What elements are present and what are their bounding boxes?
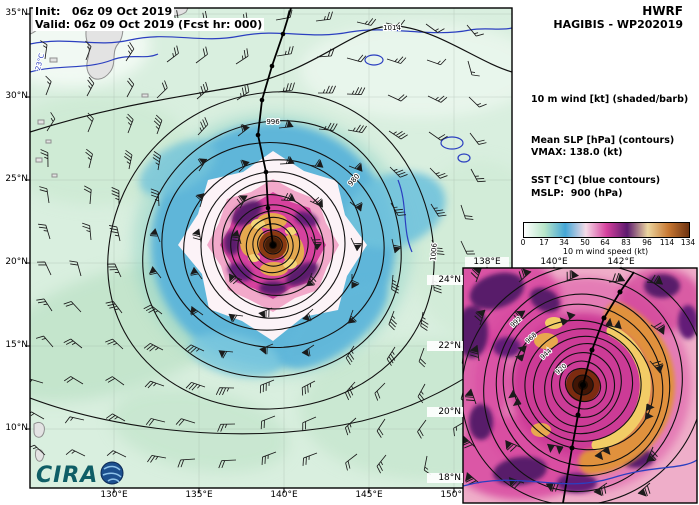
inset-x-tick: 140°E	[532, 257, 576, 267]
slp-label-996: 996	[266, 118, 280, 126]
slp-label-1006: 1006	[429, 242, 439, 261]
colorbar-tick: 114	[659, 238, 675, 247]
storm-stats: VMAX: 138.0 (kt) MSLP: 900 (hPa)	[531, 119, 623, 227]
inset-y-tick: 22°N	[427, 341, 463, 351]
main-y-tick: 25°N	[5, 174, 28, 184]
inset-y-tick: 18°N	[427, 473, 463, 483]
legend-wind: 10 m wind [kt] (shaded/barb)	[531, 94, 689, 105]
cira-logo: CIRA	[36, 461, 124, 488]
inset-sst-contour	[463, 459, 697, 487]
valid-time: Valid: 06z 09 Oct 2019 (Fcst hr: 000)	[33, 18, 265, 31]
run-info: Init: 06z 09 Oct 2019 Valid: 06z 09 Oct …	[33, 5, 265, 31]
colorbar-caption: 10 m wind speed (kt)	[562, 247, 649, 256]
inset-slp-contours	[463, 268, 697, 503]
storm-name: HAGIBIS - WP202019	[553, 18, 683, 31]
main-y-tick: 20°N	[5, 257, 28, 267]
colorbar-tick: 0	[520, 238, 526, 247]
main-x-tick: 150°E	[440, 490, 468, 500]
wind-barbs-main	[30, 8, 487, 476]
colorbar-tick: 83	[621, 238, 631, 247]
colorbar-tick: 64	[600, 238, 610, 247]
colorbar-gradient	[523, 222, 690, 238]
header-right: HWRF HAGIBIS - WP202019	[553, 4, 683, 31]
inset-y-tick: 20°N	[427, 407, 463, 417]
inset-x-tick: 142°E	[599, 257, 643, 267]
main-x-tick: 145°E	[355, 490, 383, 500]
main-y-tick: 30°N	[5, 91, 28, 101]
inset-map-frame	[462, 267, 698, 504]
colorbar-tick: 134	[680, 238, 696, 247]
model-name: HWRF	[642, 4, 683, 18]
colorbar-tick: 96	[642, 238, 652, 247]
inset-map: 992 968 944 920	[463, 268, 697, 503]
main-x-tick: 135°E	[185, 490, 213, 500]
field-legend: 10 m wind [kt] (shaded/barb) Mean SLP [h…	[531, 66, 688, 215]
legend-slp: Mean SLP [hPa] (contours)	[531, 134, 675, 146]
main-y-tick: 35°N	[5, 8, 28, 18]
cira-logo-text: CIRA	[36, 463, 98, 488]
forecast-track	[255, 8, 292, 248]
legend-sst: SST [°C] (blue contours)	[531, 175, 661, 186]
wind-barbs-inset	[463, 268, 666, 497]
slp-label-1014: 1014	[383, 24, 401, 32]
mslp-value: MSLP: 900 (hPa)	[531, 187, 623, 199]
colorbar-tick: 17	[539, 238, 549, 247]
sst-contours	[30, 27, 512, 253]
vmax-value: VMAX: 138.0 (kt)	[531, 147, 623, 158]
main-y-tick: 15°N	[5, 340, 28, 350]
main-y-tick: 10°N	[5, 423, 28, 433]
colorbar-tick: 50	[580, 238, 590, 247]
inset-x-tick: 138°E	[465, 257, 509, 267]
init-time: Init: 06z 09 Oct 2019	[33, 5, 175, 18]
main-map-frame	[29, 7, 513, 489]
colorbar-tick: 34	[559, 238, 569, 247]
inset-y-tick: 24°N	[427, 275, 463, 285]
inset-forecast-track	[562, 271, 635, 503]
inset-purple-cells	[463, 272, 697, 493]
main-x-tick: 140°E	[270, 490, 298, 500]
main-x-tick: 130°E	[100, 490, 128, 500]
